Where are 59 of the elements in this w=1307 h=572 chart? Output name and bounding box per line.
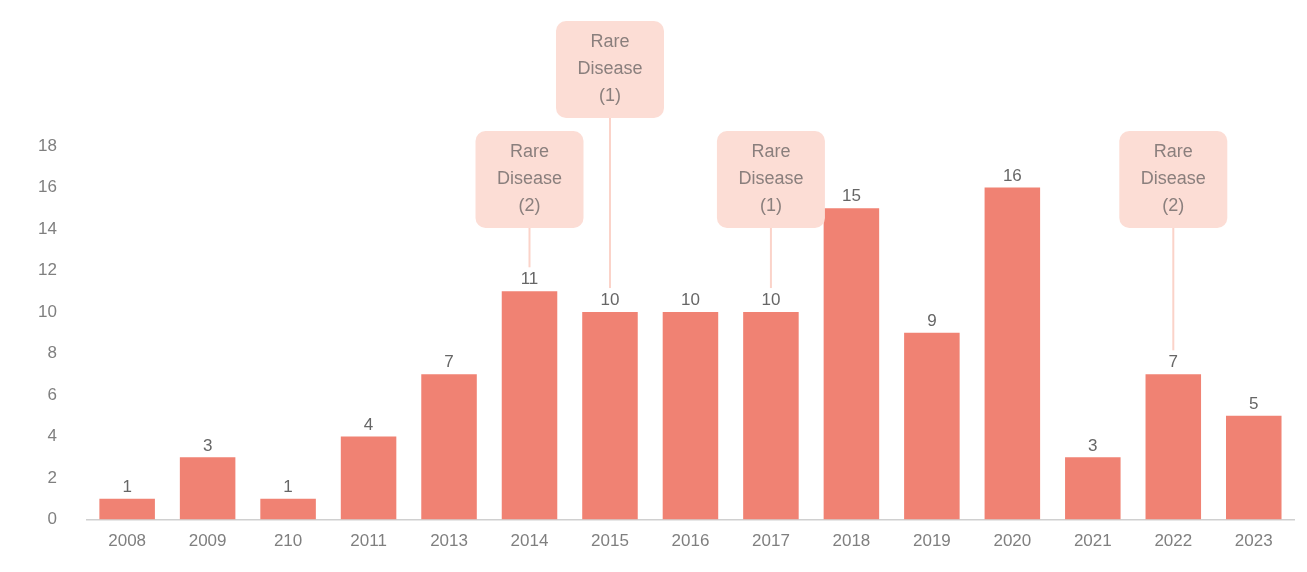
x-tick-label: 210: [273, 531, 303, 551]
data-label: 7: [1168, 352, 1179, 372]
annotation: Rare Disease (2): [1140, 141, 1206, 216]
data-label: 1: [122, 477, 132, 497]
bar: [99, 498, 155, 520]
x-tick-label: 2020: [993, 531, 1032, 551]
x-tick-label: 2022: [1154, 531, 1193, 551]
annotation: Rare Disease (1): [738, 141, 804, 216]
x-tick-label: 2023: [1234, 531, 1273, 551]
bar: [904, 332, 960, 520]
y-tick-label: 10: [37, 301, 57, 321]
bar: [743, 312, 799, 520]
bar: [340, 436, 397, 520]
bar: [179, 457, 236, 520]
data-label: 9: [927, 310, 937, 330]
y-tick-label: 16: [37, 177, 57, 197]
bar: [1145, 374, 1202, 520]
bar: [1226, 415, 1282, 520]
x-tick-label: 2008: [108, 531, 147, 551]
y-tick-label: 8: [47, 343, 57, 363]
bar: [823, 208, 880, 520]
x-tick-label: 2009: [188, 531, 227, 551]
x-tick-label: 2013: [430, 531, 468, 551]
annotation: Rare Disease (1): [577, 31, 643, 106]
data-label: 3: [1088, 435, 1098, 455]
data-label: 1: [283, 477, 293, 497]
x-tick-label: 2011: [350, 531, 387, 551]
bar: [501, 291, 558, 520]
y-tick-label: 18: [37, 135, 57, 155]
bar: [1065, 457, 1121, 520]
x-tick-label: 2018: [832, 531, 871, 551]
bar: [662, 312, 719, 520]
data-label: 11: [520, 269, 539, 289]
data-label: 15: [841, 186, 861, 206]
y-tick-label: 12: [37, 260, 57, 280]
data-label: 4: [363, 414, 374, 434]
x-tick-label: 2014: [510, 531, 549, 551]
x-tick-label: 2016: [671, 531, 710, 551]
data-label: 3: [202, 435, 213, 455]
data-label: 10: [761, 290, 781, 310]
bar: [984, 187, 1041, 520]
bar: [260, 498, 316, 520]
data-label: 10: [680, 290, 700, 310]
data-label: 7: [444, 352, 454, 372]
y-tick-label: 0: [47, 509, 57, 529]
data-label: 10: [600, 290, 620, 310]
y-tick-label: 2: [47, 467, 57, 487]
bar: [421, 374, 477, 520]
x-tick-label: 2017: [752, 531, 790, 551]
annotation: Rare Disease (2): [496, 141, 563, 216]
y-tick-label: 4: [47, 426, 57, 446]
data-label: 5: [1249, 394, 1259, 414]
y-tick-label: 14: [37, 218, 57, 238]
bar: [582, 312, 638, 520]
y-tick-label: 6: [47, 384, 57, 404]
data-label: 16: [1002, 165, 1022, 185]
x-tick-label: 2015: [591, 531, 629, 551]
x-tick-label: 2019: [912, 531, 951, 551]
x-tick-label: 2021: [1073, 531, 1112, 551]
